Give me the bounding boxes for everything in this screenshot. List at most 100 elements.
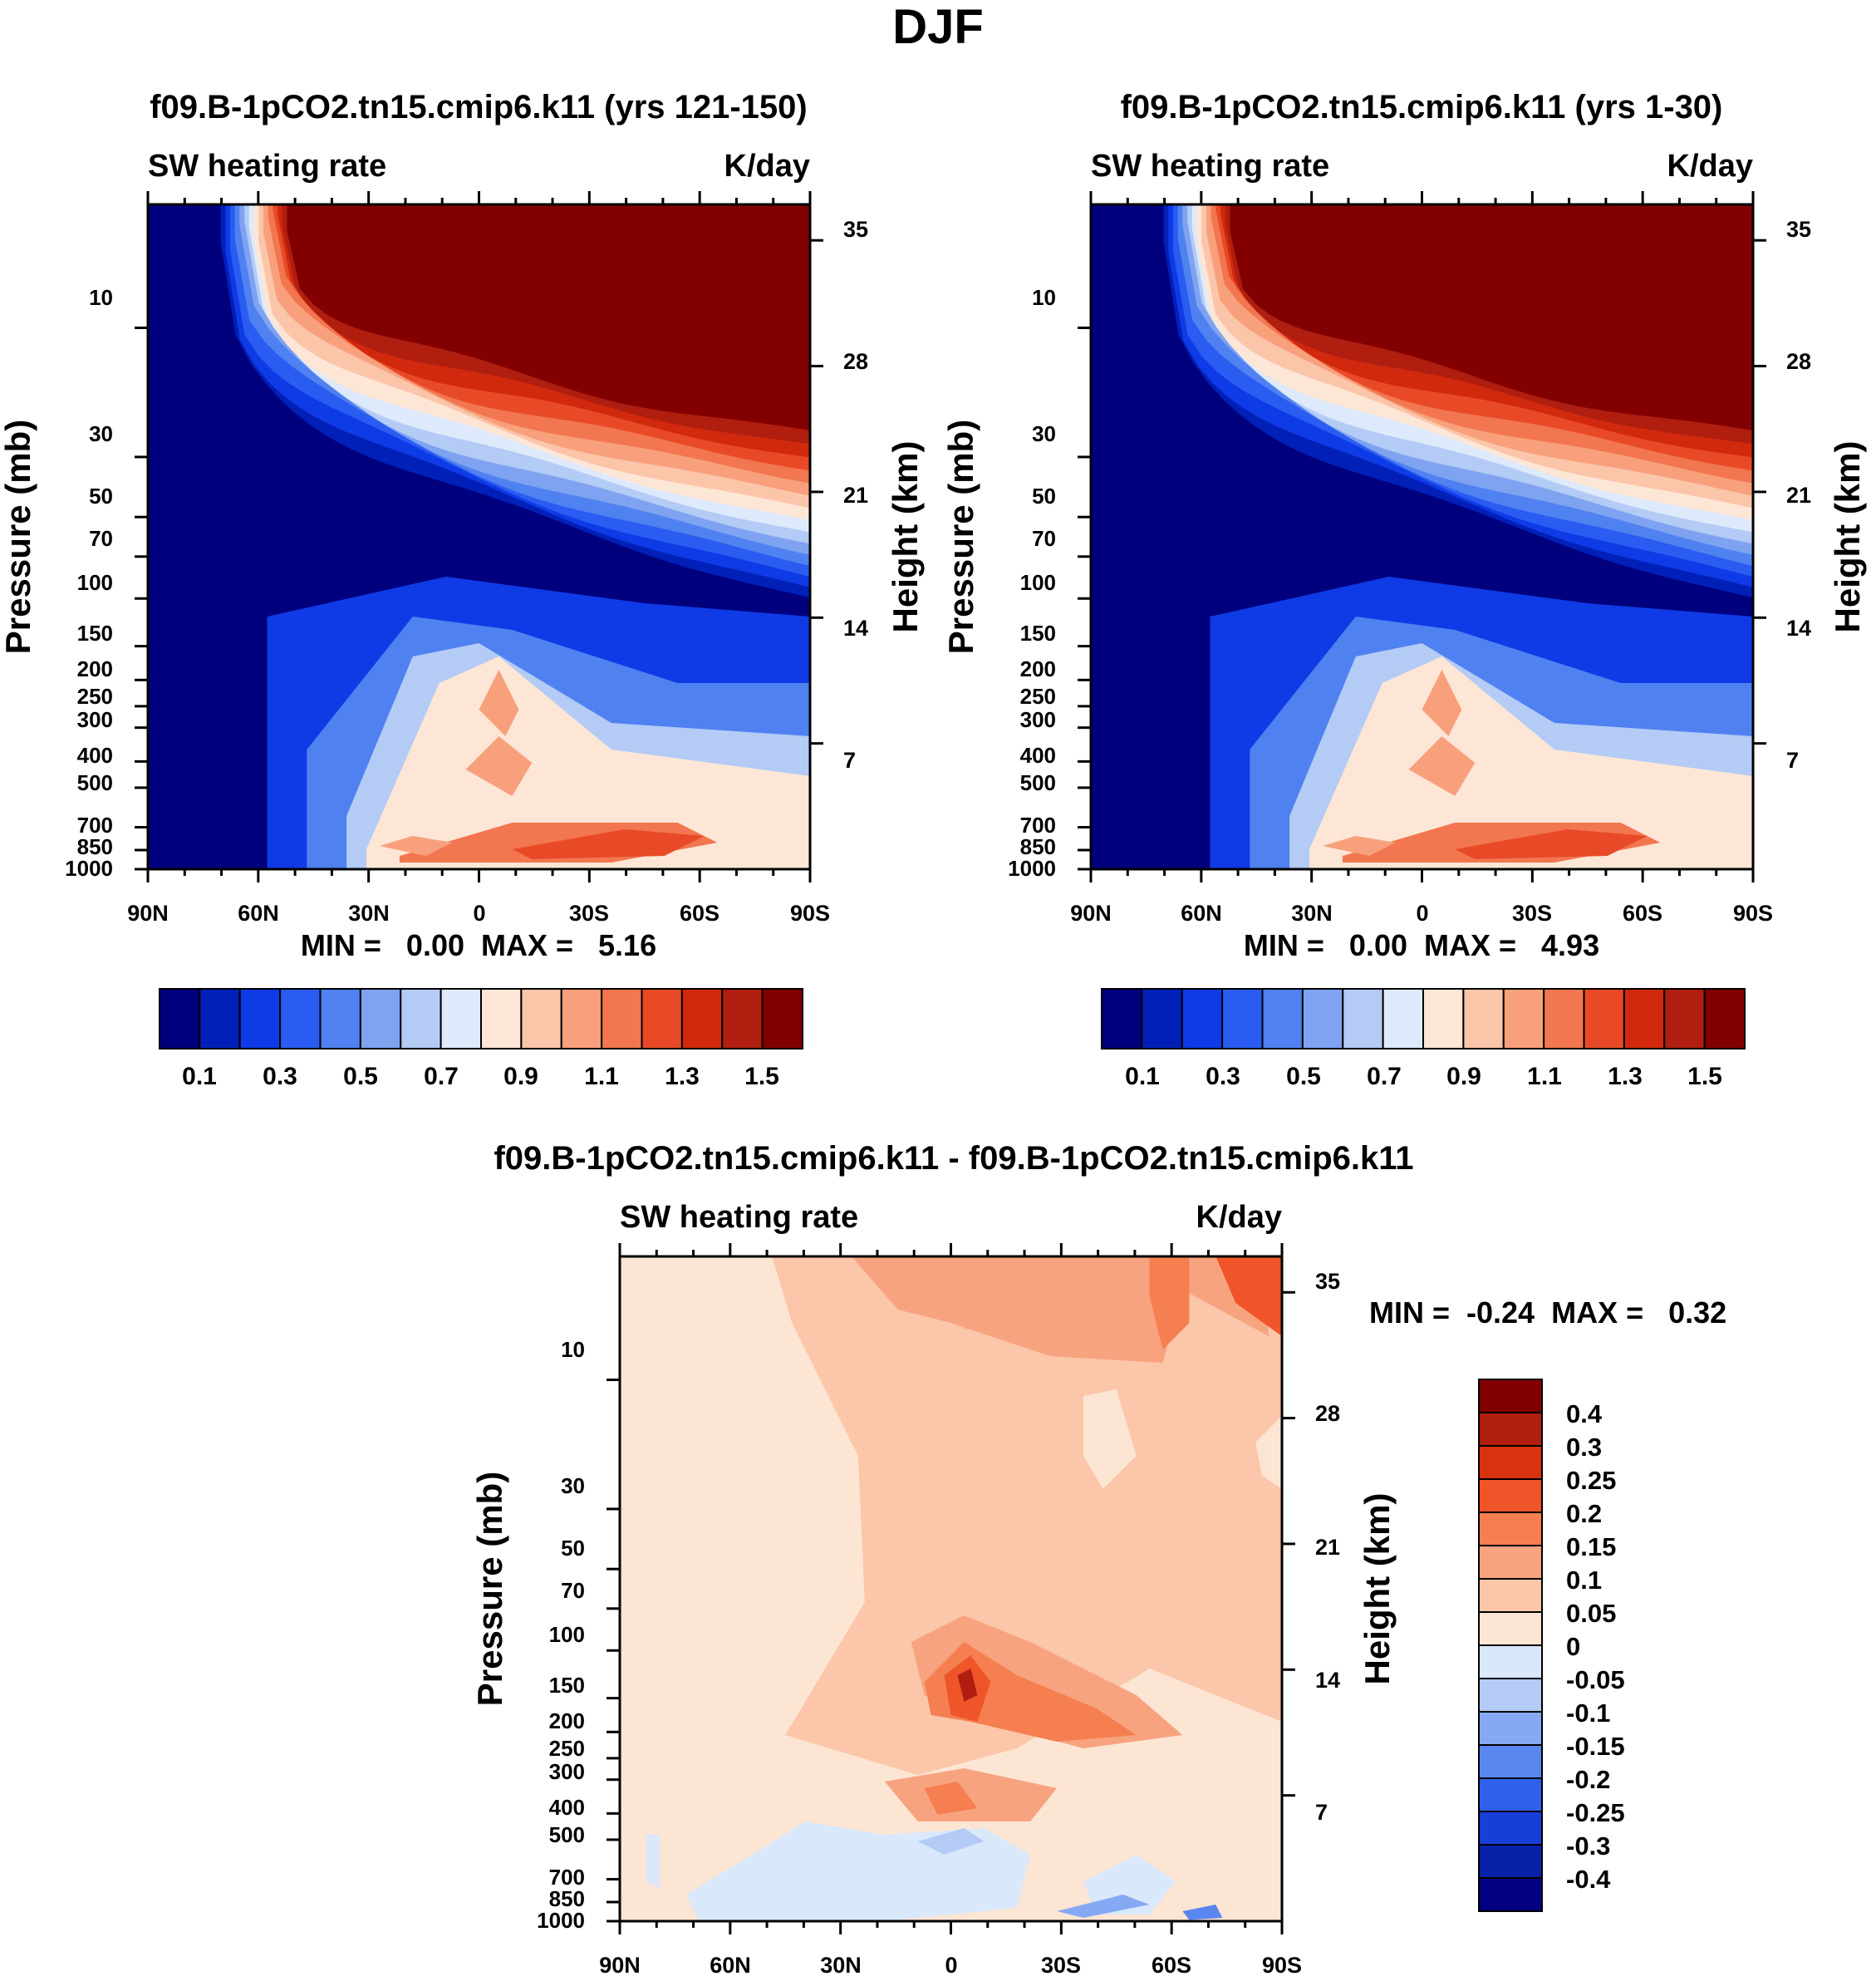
contour-band (884, 1768, 1057, 1821)
panel-3-min-max: MIN = -0.24 MAX = 0.32 (1369, 1295, 1726, 1330)
colorbar-swatch (1543, 988, 1585, 1049)
panel-3-y-tick-label: 250 (549, 1736, 585, 1761)
panel-3-colorbar-label: 0.05 (1566, 1599, 1616, 1628)
colorbar-swatch (480, 988, 523, 1049)
panel-3-height-tick-labels: 35 28 21 14 7 (1315, 1269, 1340, 1825)
panel-1-colorbar-labels: 0.1 0.3 0.5 0.7 0.9 1.1 1.3 1.5 (182, 1063, 779, 1090)
contour-band (479, 670, 519, 736)
panel-3-x-tick-label: 90S (1262, 1953, 1302, 1978)
panel-3-height-tick-label: 7 (1315, 1800, 1328, 1825)
panel-2-x-tick-label: 90S (1733, 901, 1773, 926)
panel-2: f09.B-1pCO2.tn15.cmip6.k11 (yrs 1-30) SW… (941, 89, 1867, 1090)
colorbar-swatch (1478, 1777, 1543, 1812)
panel-2-title: f09.B-1pCO2.tn15.cmip6.k11 (yrs 1-30) (1121, 89, 1723, 125)
panel-1-x-tick-label: 60N (238, 901, 279, 926)
panel-2-x-tick-labels: 90N 60N 30N 0 30S 60S 90S (1070, 901, 1773, 926)
panel-2-right-axis-label: Height (km) (1828, 441, 1867, 633)
panel-3-y-tick-label: 1000 (537, 1908, 585, 1933)
colorbar-swatch (1478, 1379, 1543, 1413)
panel-2-colorbar-labels: 0.1 0.3 0.5 0.7 0.9 1.1 1.3 1.5 (1125, 1063, 1722, 1090)
panel-3-colorbar-label: 0 (1566, 1632, 1580, 1661)
panel-2-height-tick-label: 35 (1786, 217, 1811, 242)
colorbar-swatch (1478, 1744, 1543, 1779)
panel-2-ticks (1078, 191, 1766, 882)
panel-1-right-axis-label: Height (km) (886, 441, 925, 633)
panel-3-ticks (607, 1243, 1295, 1934)
panel-3-height-tick-label: 21 (1315, 1535, 1340, 1560)
colorbar-swatch (440, 988, 482, 1049)
panel-2-y-tick-label: 70 (1032, 526, 1056, 551)
panel-1-x-tick-label: 0 (473, 901, 485, 926)
panel-1-y-tick-label: 200 (77, 656, 113, 681)
panel-3-colorbar-label: -0.15 (1566, 1732, 1625, 1761)
panel-1-y-tick-label: 30 (89, 421, 113, 446)
colorbar-swatch (1101, 988, 1143, 1049)
contour-band (917, 1828, 985, 1855)
panel-3-x-tick-label: 30S (1041, 1953, 1081, 1978)
contour-band (1422, 670, 1462, 736)
panel-1-height-tick-label: 21 (843, 483, 868, 508)
colorbar-swatch (1261, 988, 1304, 1049)
panel-1-colorbar-label: 0.7 (424, 1063, 459, 1090)
colorbar-swatch (1478, 1412, 1543, 1447)
panel-3-height-tick-label: 14 (1315, 1668, 1340, 1693)
panel-3-y-tick-label: 200 (549, 1708, 585, 1733)
panel-2-variable-label: SW heating rate (1091, 149, 1329, 184)
panel-3-x-tick-label: 60S (1152, 1953, 1191, 1978)
panel-3-y-tick-label: 10 (561, 1337, 585, 1362)
panel-1-y-tick-label: 50 (89, 484, 113, 509)
colorbar-swatch (1703, 988, 1746, 1049)
panel-2-colorbar-label: 1.5 (1687, 1063, 1722, 1090)
contour-band (512, 829, 705, 859)
panel-1-y-tick-label: 70 (89, 526, 113, 551)
panel-1-y-tick-label: 1000 (65, 856, 113, 881)
panel-1-height-tick-labels: 35 28 21 14 7 (843, 217, 868, 773)
colorbar-swatch (1382, 988, 1424, 1049)
colorbar-swatch (159, 988, 201, 1049)
panel-1: f09.B-1pCO2.tn15.cmip6.k11 (yrs 121-150)… (0, 89, 925, 1090)
panel-3-colorbar-label: 0.4 (1566, 1399, 1603, 1428)
panel-3-colorbar-label: -0.1 (1566, 1698, 1610, 1728)
panel-3-y-tick-label: 300 (549, 1759, 585, 1784)
panel-1-y-axis-label: Pressure (mb) (0, 420, 37, 654)
panel-1-units-label: K/day (724, 149, 810, 184)
panel-2-height-tick-label: 28 (1786, 349, 1811, 374)
panel-1-colorbar-label: 0.5 (343, 1063, 378, 1090)
panel-2-contour-field (1091, 204, 1753, 869)
colorbar-swatch (680, 988, 724, 1049)
colorbar-swatch (560, 988, 603, 1049)
colorbar-swatch (1502, 988, 1545, 1049)
panel-1-colorbar-label: 1.1 (584, 1063, 619, 1090)
contour-band (1323, 836, 1396, 856)
panel-3-y-tick-labels: 10 30 50 70 100 150 200 250 300 400 500 … (537, 1337, 585, 1933)
panel-2-y-tick-label: 250 (1020, 684, 1056, 709)
panel-2-y-tick-label: 300 (1020, 707, 1056, 732)
contour-band (1309, 656, 1753, 869)
panel-1-min-max: MIN = 0.00 MAX = 5.16 (301, 928, 656, 962)
panel-2-x-tick-label: 30N (1291, 901, 1333, 926)
contour-band (646, 1835, 660, 1888)
panel-1-y-tick-label: 400 (77, 743, 113, 768)
panel-3-y-tick-label: 70 (561, 1578, 585, 1603)
panel-3-y-tick-label: 150 (549, 1673, 585, 1698)
panel-3: f09.B-1pCO2.tn15.cmip6.k11 - f09.B-1pCO2… (470, 1140, 1726, 1978)
colorbar-swatch (1623, 988, 1666, 1049)
panel-3-x-tick-label: 0 (945, 1953, 957, 1978)
colorbar-swatch (1478, 1877, 1543, 1912)
colorbar-swatch (1583, 988, 1625, 1049)
panel-3-y-tick-label: 850 (549, 1886, 585, 1911)
panel-3-height-tick-label: 28 (1315, 1401, 1340, 1426)
panel-3-variable-label: SW heating rate (620, 1200, 858, 1235)
colorbar-swatch (1422, 988, 1465, 1049)
panel-1-y-tick-label: 300 (77, 707, 113, 732)
panel-2-y-tick-label: 50 (1032, 484, 1056, 509)
colorbar-swatch (1478, 1644, 1543, 1679)
colorbar-swatch (279, 988, 322, 1049)
panel-2-y-tick-label: 1000 (1008, 856, 1056, 881)
panel-1-x-tick-label: 30N (348, 901, 390, 926)
panel-1-height-tick-label: 7 (843, 748, 856, 773)
colorbar-swatch (1181, 988, 1224, 1049)
panel-2-x-tick-label: 30S (1512, 901, 1552, 926)
colorbar-swatch (1478, 1545, 1543, 1580)
